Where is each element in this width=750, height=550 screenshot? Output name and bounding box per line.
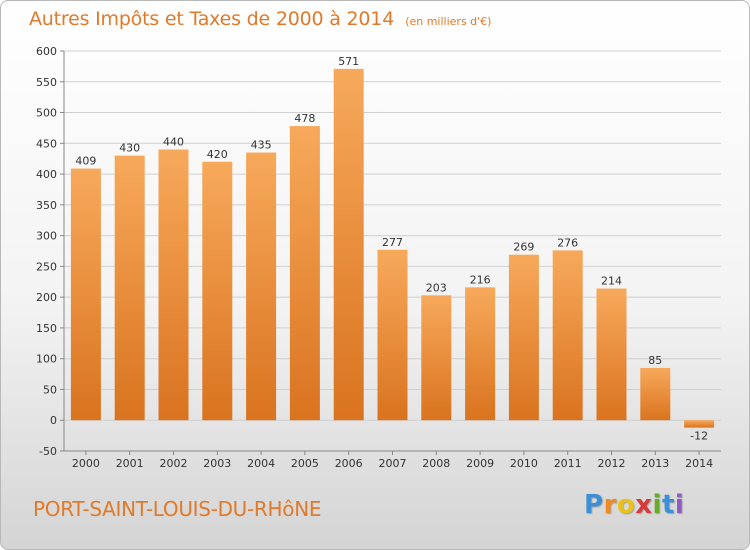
y-tick-label: 350 bbox=[36, 199, 57, 212]
x-tick-label-2002: 2002 bbox=[160, 457, 188, 470]
brand-letter: t bbox=[661, 490, 675, 520]
bar-2002 bbox=[158, 149, 189, 421]
y-tick-label: 550 bbox=[36, 76, 57, 89]
title-row: Autres Impôts et Taxes de 2000 à 2014 (e… bbox=[29, 8, 491, 30]
x-tick-label-2009: 2009 bbox=[466, 457, 494, 470]
y-tick-label: 500 bbox=[36, 107, 57, 120]
bar-2008 bbox=[421, 295, 452, 421]
value-label-2012: 214 bbox=[601, 275, 622, 288]
value-label-2011: 276 bbox=[557, 236, 578, 249]
y-tick-label: 450 bbox=[36, 137, 57, 150]
bar-2014 bbox=[684, 420, 715, 428]
bar-2009 bbox=[465, 287, 496, 421]
x-tick-label-2006: 2006 bbox=[335, 457, 363, 470]
y-tick-label: 100 bbox=[36, 353, 57, 366]
value-label-2001: 430 bbox=[119, 142, 140, 155]
y-tick-label: 400 bbox=[36, 168, 57, 181]
location-name: PORT-SAINT-LOUIS-DU-RHôNE bbox=[33, 497, 322, 521]
value-label-2010: 269 bbox=[513, 241, 534, 254]
value-label-2013: 85 bbox=[648, 354, 662, 367]
x-tick-label-2000: 2000 bbox=[72, 457, 100, 470]
y-tick-label: 300 bbox=[36, 230, 57, 243]
brand-letter: i bbox=[652, 490, 662, 520]
x-tick-label-2001: 2001 bbox=[116, 457, 144, 470]
x-tick-label-2005: 2005 bbox=[291, 457, 319, 470]
y-tick-label: 0 bbox=[50, 414, 57, 427]
bar-2001 bbox=[114, 155, 145, 421]
y-tick-label: 250 bbox=[36, 260, 57, 273]
value-label-2008: 203 bbox=[426, 281, 447, 294]
x-tick-label-2007: 2007 bbox=[379, 457, 407, 470]
proxiti-logo: Proxiti bbox=[584, 490, 684, 520]
bar-2005 bbox=[289, 126, 320, 421]
value-label-2003: 420 bbox=[207, 148, 228, 161]
bar-2006 bbox=[333, 68, 364, 421]
chart-title: Autres Impôts et Taxes de 2000 à 2014 bbox=[29, 8, 395, 30]
y-tick-label: 50 bbox=[43, 383, 57, 396]
bar-2013 bbox=[640, 367, 671, 421]
y-tick-label: 600 bbox=[36, 45, 57, 58]
x-tick-label-2012: 2012 bbox=[598, 457, 626, 470]
value-label-2005: 478 bbox=[294, 112, 315, 125]
x-tick-label-2004: 2004 bbox=[247, 457, 275, 470]
value-label-2000: 409 bbox=[75, 155, 96, 168]
x-tick-label-2011: 2011 bbox=[554, 457, 582, 470]
chart-subtitle: (en milliers d'€) bbox=[405, 15, 492, 28]
value-label-2014: -12 bbox=[690, 430, 708, 443]
x-tick-label-2014: 2014 bbox=[685, 457, 713, 470]
x-tick-label-2013: 2013 bbox=[641, 457, 669, 470]
brand-letter: x bbox=[635, 490, 653, 520]
y-tick-label: 200 bbox=[36, 291, 57, 304]
bar-2003 bbox=[202, 161, 233, 421]
bar-2012 bbox=[596, 288, 627, 421]
brand-letter: P bbox=[584, 490, 604, 520]
brand-letter: i bbox=[674, 490, 685, 520]
y-tick-label: 150 bbox=[36, 322, 57, 335]
value-label-2002: 440 bbox=[163, 135, 184, 148]
bar-2011 bbox=[552, 250, 583, 421]
brand-letter: r bbox=[603, 490, 617, 520]
x-tick-label-2010: 2010 bbox=[510, 457, 538, 470]
bar-2000 bbox=[70, 168, 101, 421]
x-tick-label-2008: 2008 bbox=[422, 457, 450, 470]
label-layer: 409 430 440 420 435 478 571 277 203 216 269 276 214 8… bbox=[75, 55, 708, 443]
value-label-2007: 277 bbox=[382, 236, 403, 249]
brand-letter: o bbox=[616, 490, 636, 520]
value-label-2004: 435 bbox=[251, 139, 272, 152]
axis-layer: -50 0 50 100 150 200 250 300 350 400 450 500 550 600 2… bbox=[36, 45, 721, 470]
bar-2010 bbox=[508, 254, 539, 421]
value-label-2006: 571 bbox=[338, 55, 359, 68]
y-tick-label: -50 bbox=[39, 445, 57, 458]
bar-layer bbox=[70, 68, 715, 428]
bar-2007 bbox=[377, 249, 408, 421]
x-tick-label-2003: 2003 bbox=[203, 457, 231, 470]
bar-2004 bbox=[246, 152, 277, 421]
value-label-2009: 216 bbox=[470, 273, 491, 286]
